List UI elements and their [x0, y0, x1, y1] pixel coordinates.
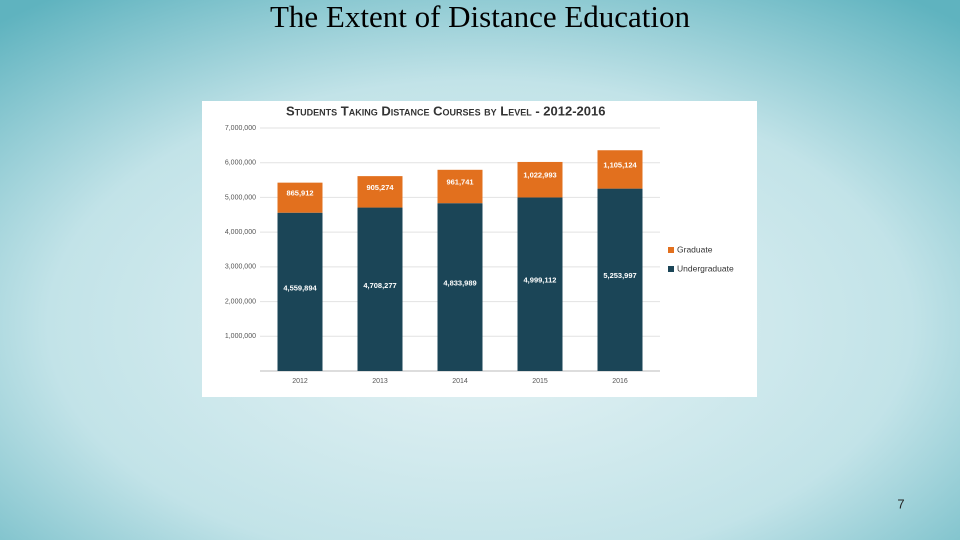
bar-segment — [517, 161, 563, 198]
value-label: 4,559,894 — [283, 284, 317, 293]
value-label: 5,253,997 — [603, 271, 636, 280]
legend-label: Undergraduate — [677, 263, 734, 273]
y-tick-label: 7,000,000 — [225, 125, 256, 132]
bar-segment — [277, 212, 323, 371]
value-label: 865,912 — [286, 189, 313, 198]
bar-segment — [437, 169, 483, 204]
value-label: 4,708,277 — [363, 281, 396, 290]
legend-swatch — [668, 247, 674, 253]
y-tick-label: 2,000,000 — [225, 298, 256, 305]
slide-title: The Extent of Distance Education — [270, 0, 691, 34]
bar-segment — [437, 203, 483, 371]
bar-segment — [597, 150, 643, 189]
y-tick-label: 6,000,000 — [225, 160, 256, 167]
legend-swatch — [668, 266, 674, 272]
chart-title: Students Taking Distance Courses by Leve… — [286, 103, 605, 118]
legend-label: Graduate — [677, 244, 713, 254]
y-tick-label: 3,000,000 — [225, 264, 256, 271]
y-tick-label: 4,000,000 — [225, 229, 256, 236]
y-tick-label: 1,000,000 — [225, 333, 256, 340]
value-label: 961,741 — [446, 177, 473, 186]
y-tick-label: 5,000,000 — [225, 194, 256, 201]
page-number: 7 — [897, 496, 904, 511]
plot: 1,000,000 2,000,000 3,000,000 4,000,000 5,00… — [225, 125, 734, 385]
value-label: 1,105,124 — [603, 160, 637, 169]
bar-segment — [357, 176, 403, 208]
x-tick-label: 2014 — [452, 378, 468, 385]
bar-segment — [597, 188, 643, 371]
value-label: 4,999,112 — [524, 276, 557, 285]
x-tick-label: 2013 — [372, 378, 388, 385]
bar-segment — [277, 182, 323, 213]
x-tick-label: 2015 — [532, 378, 548, 385]
bar-segment — [357, 207, 403, 371]
value-label: 905,274 — [366, 183, 394, 192]
x-tick-label: 2012 — [292, 378, 308, 385]
value-label: 1,022,993 — [523, 171, 556, 180]
value-label: 4,833,989 — [443, 279, 476, 288]
x-tick-label: 2016 — [612, 378, 628, 385]
bar-segment — [517, 197, 563, 371]
